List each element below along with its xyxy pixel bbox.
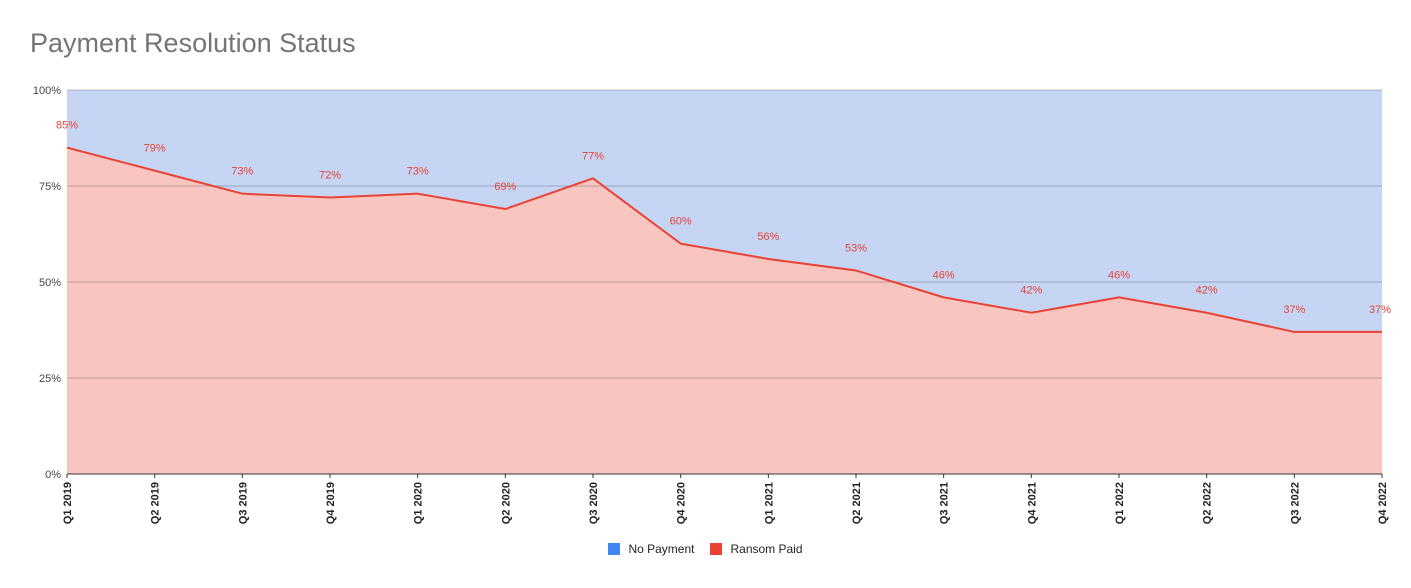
x-tick-label: Q3 2019	[237, 482, 249, 524]
y-tick-label: 100%	[33, 85, 61, 97]
legend-item-ransom-paid[interactable]: Ransom Paid	[710, 542, 803, 556]
line-ransom-paid	[66, 146, 1382, 333]
data-label: 46%	[1108, 269, 1130, 281]
x-tick-label: Q4 2020	[676, 482, 688, 524]
data-label: 60%	[670, 216, 692, 228]
x-tick-label: Q4 2019	[325, 482, 337, 524]
data-label: 77%	[582, 150, 604, 162]
data-label: 73%	[407, 166, 429, 178]
x-tick-label: Q1 2022	[1114, 482, 1126, 524]
chart-title: Payment Resolution Status	[30, 28, 356, 58]
legend-item-no-payment[interactable]: No Payment	[608, 542, 694, 556]
x-tick-label: Q2 2021	[851, 482, 863, 524]
data-label: 79%	[144, 143, 166, 155]
y-tick-label: 0%	[45, 469, 61, 481]
y-tick-label: 50%	[39, 277, 61, 289]
area-no-payment	[67, 90, 1382, 332]
data-label: 56%	[757, 231, 779, 243]
data-label: 69%	[494, 181, 516, 193]
legend-label-no-payment: No Payment	[628, 542, 695, 556]
area-ransom-paid	[67, 147, 1382, 474]
legend-swatch-ransom-paid	[710, 543, 723, 555]
legend-label-ransom-paid: Ransom Paid	[730, 542, 803, 556]
x-tick-label: Q2 2019	[150, 482, 162, 524]
data-label: 46%	[933, 269, 955, 281]
x-tick-label: Q3 2022	[1289, 482, 1301, 524]
x-tick-label: Q2 2020	[500, 482, 512, 524]
x-tick-label: Q3 2020	[588, 482, 600, 524]
data-label: 53%	[845, 242, 867, 254]
data-label: 73%	[231, 166, 253, 178]
x-tick-label: Q1 2021	[763, 482, 775, 524]
x-tick-label: Q2 2022	[1202, 482, 1214, 524]
x-tick-label: Q4 2021	[1026, 482, 1038, 524]
data-label: 85%	[56, 120, 78, 132]
x-tick-label: Q1 2020	[413, 482, 425, 524]
data-label: 42%	[1020, 285, 1042, 297]
x-tick-label: Q3 2021	[939, 482, 951, 524]
legend: No Payment Ransom Paid	[0, 542, 1411, 556]
data-label: 42%	[1196, 285, 1218, 297]
data-label: 72%	[319, 170, 341, 182]
y-tick-label: 75%	[39, 181, 61, 193]
x-tick-label: Q4 2022	[1377, 482, 1389, 524]
x-tick-label: Q1 2019	[62, 482, 74, 524]
legend-swatch-no-payment	[608, 543, 621, 555]
y-tick-label: 25%	[39, 373, 61, 385]
data-label: 37%	[1369, 304, 1391, 316]
data-label: 37%	[1283, 304, 1305, 316]
